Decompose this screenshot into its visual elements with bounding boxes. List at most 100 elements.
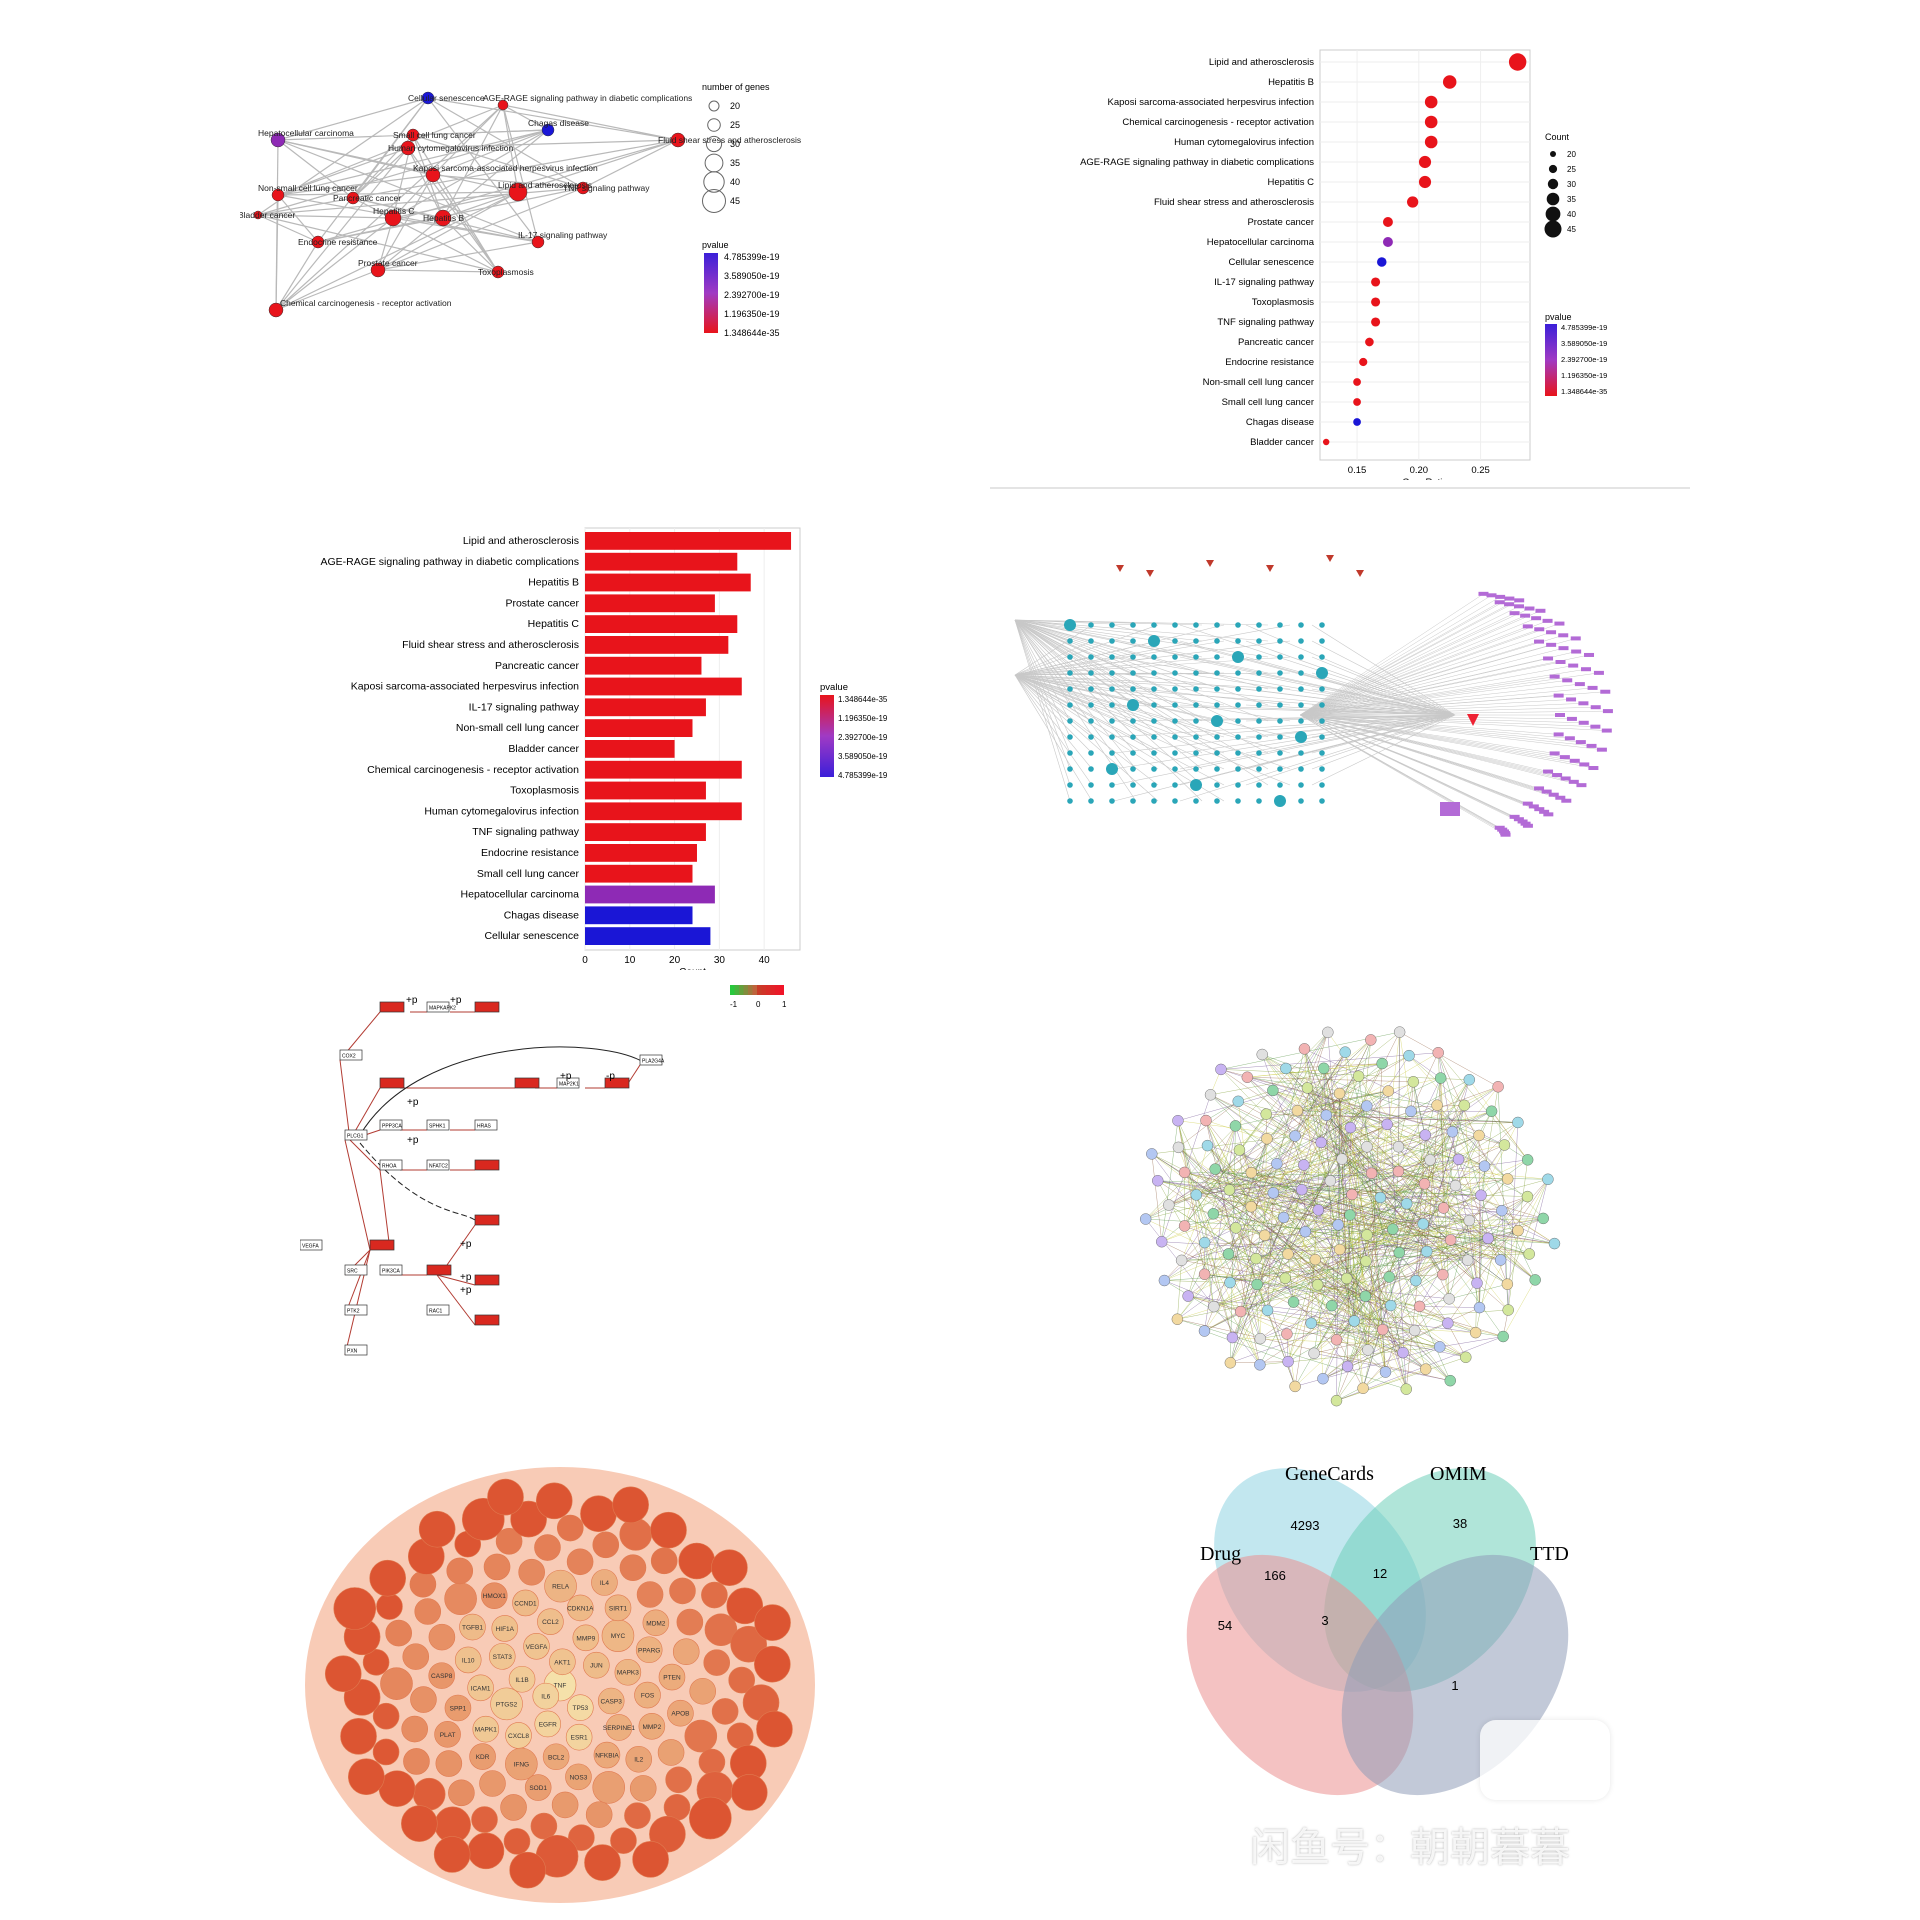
- compound-node: [1130, 670, 1136, 676]
- ppi-node: [483, 1553, 511, 1581]
- string-edge: [1262, 1054, 1444, 1275]
- ct-edge: [1014, 619, 1203, 722]
- string-edge: [1177, 1120, 1268, 1311]
- string-protein-node: [1537, 1212, 1549, 1225]
- ct-edge: [1014, 624, 1291, 676]
- ct-edge: [1179, 640, 1456, 716]
- string-protein-node: [1322, 1026, 1334, 1039]
- string-edge: [1437, 1052, 1478, 1284]
- string-protein-node: [1291, 1104, 1304, 1117]
- ppi-node: [658, 1663, 686, 1691]
- ppi-node: [698, 1748, 726, 1776]
- ppi-node: [418, 1510, 456, 1548]
- ppi-node: [500, 1794, 527, 1821]
- string-edge: [1168, 1086, 1499, 1206]
- ppi-node: [565, 1723, 593, 1751]
- ct-edge: [1014, 674, 1225, 786]
- network-node: [434, 209, 452, 227]
- compound-node: [1088, 718, 1094, 724]
- herb-node: [1356, 570, 1364, 577]
- ct-edge: [1014, 674, 1093, 770]
- string-protein-node: [1502, 1304, 1514, 1316]
- string-protein-node: [1256, 1048, 1268, 1061]
- enrichment-network-panel: Cellular senescence AGE-RAGE signaling pa…: [238, 60, 960, 390]
- ppi-node: [444, 1582, 477, 1616]
- compound-node: [1319, 734, 1325, 740]
- string-edge: [1247, 1076, 1414, 1083]
- target-node: [1558, 646, 1569, 651]
- ct-edge: [1299, 714, 1607, 731]
- pathway-gene-box: [474, 1119, 498, 1131]
- network-node: [400, 140, 416, 156]
- size-legend-title: Count: [1545, 132, 1570, 142]
- category-label: Cellular senescence: [484, 930, 579, 942]
- ppi-node: [434, 1721, 461, 1748]
- target-node: [1571, 649, 1582, 654]
- x-tick-label: 0.20: [1410, 465, 1429, 476]
- string-edge: [1439, 1336, 1504, 1348]
- string-edge: [1323, 1068, 1407, 1390]
- network-edge: [377, 174, 434, 271]
- ct-edge: [1014, 619, 1269, 722]
- ppi-node-label: SPP1: [450, 1706, 467, 1713]
- data-point: [1442, 75, 1457, 89]
- target-node: [1539, 809, 1550, 814]
- bar: [585, 864, 693, 883]
- ppi-node: [642, 1609, 670, 1637]
- network-edge: [392, 191, 519, 219]
- ct-edge: [1014, 619, 1269, 754]
- compound-node: [1130, 654, 1136, 660]
- network-edge: [392, 217, 539, 243]
- target-node: [1546, 630, 1557, 635]
- ppi-node: [454, 1646, 482, 1674]
- size-legend-circle: [704, 153, 724, 173]
- ppi-node-label: CASP8: [431, 1673, 453, 1680]
- string-edge: [1283, 1217, 1555, 1244]
- category-label: Hepatitis B: [528, 577, 579, 589]
- ppi-node: [435, 1750, 463, 1777]
- string-edge: [1205, 1101, 1239, 1121]
- x-tick-label: 0: [582, 955, 588, 966]
- compound-node: [1067, 750, 1073, 756]
- compound-node: [1319, 622, 1325, 628]
- compound-node: [1298, 718, 1304, 724]
- string-protein-node: [1463, 1074, 1475, 1086]
- network-edge: [317, 217, 444, 243]
- target-node: [1586, 743, 1597, 748]
- string-edge: [1145, 1055, 1410, 1220]
- ppi-node: [636, 1581, 664, 1608]
- x-axis-label: Count: [679, 967, 706, 970]
- string-protein-node: [1444, 1234, 1457, 1246]
- string-protein-node: [1251, 1278, 1263, 1291]
- pathway-gene-label: SPHK1: [429, 1124, 446, 1130]
- compound-node: [1172, 702, 1178, 708]
- category-label: Small cell lung cancer: [477, 868, 580, 880]
- color-legend-label: 3.589050e-19: [838, 752, 888, 761]
- ct-edge: [1014, 674, 1291, 754]
- ct-edge: [1299, 620, 1548, 716]
- string-protein-node: [1334, 1243, 1346, 1256]
- pathway-gene-box: [474, 1314, 500, 1326]
- string-edge: [1220, 1052, 1439, 1070]
- phospho-label: +p: [406, 995, 418, 1006]
- pathway-gene-box: [474, 1214, 500, 1226]
- category-label: Toxoplasmosis: [1252, 297, 1315, 308]
- target-node: [1555, 795, 1566, 800]
- size-legend-dot: [1544, 220, 1562, 238]
- size-legend-circle: [708, 100, 720, 112]
- ct-edge: [1014, 619, 1137, 658]
- string-edge: [1161, 1076, 1359, 1242]
- compound-node: [1214, 766, 1220, 772]
- network-node: [370, 262, 386, 278]
- compound-node: [1172, 750, 1178, 756]
- string-protein-node: [1198, 1236, 1211, 1249]
- string-edge: [1362, 1183, 1425, 1389]
- string-edge: [1304, 1048, 1407, 1390]
- ppi-node: [401, 1805, 438, 1842]
- category-label: IL-17 signaling pathway: [1214, 277, 1314, 288]
- ppi-node-label: CXCL8: [508, 1733, 529, 1740]
- compound-node: [1298, 702, 1304, 708]
- string-protein-node: [1233, 1144, 1246, 1156]
- string-protein-node: [1420, 1363, 1432, 1375]
- compound-node: [1151, 782, 1157, 788]
